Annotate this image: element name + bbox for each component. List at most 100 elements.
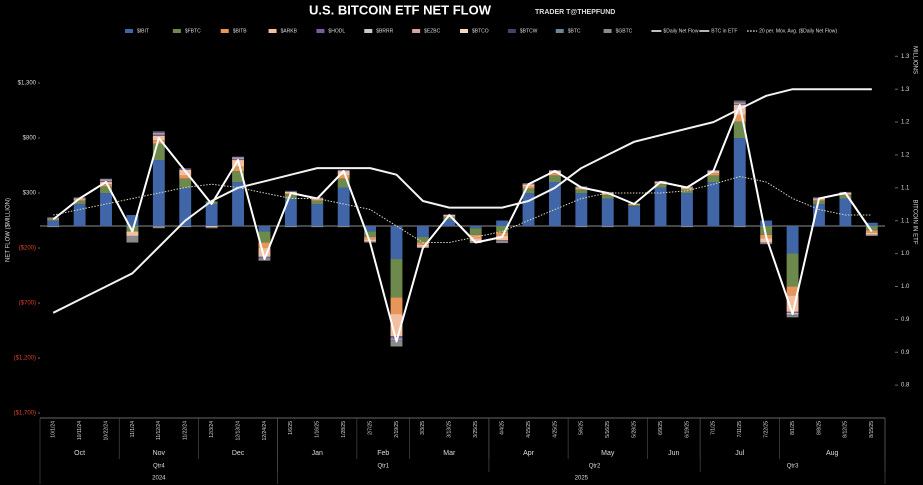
legend-swatch xyxy=(412,29,421,33)
bar xyxy=(100,193,112,227)
bar xyxy=(733,103,746,104)
bar xyxy=(654,184,667,188)
x-group-label: Feb xyxy=(377,450,389,457)
bar xyxy=(628,206,641,227)
legend-label: $ARKB xyxy=(281,28,298,34)
bar xyxy=(152,131,165,133)
bar xyxy=(126,235,139,243)
legend-swatch xyxy=(555,29,564,33)
y-tick-label: ($200) xyxy=(19,246,36,252)
bar xyxy=(100,180,112,181)
y2-tick-label: 1.1 xyxy=(901,218,910,224)
bar xyxy=(786,286,799,296)
x-group-label: 2024 xyxy=(152,476,166,482)
bar xyxy=(47,220,60,227)
line-series xyxy=(53,176,872,243)
bar xyxy=(152,134,165,136)
x-tick-label: 7/11/25 xyxy=(737,421,743,438)
bar xyxy=(337,178,350,188)
bar xyxy=(47,226,60,228)
legend-swatch xyxy=(460,29,468,33)
bar xyxy=(390,314,403,337)
legend-label: $BTCO xyxy=(472,28,489,34)
bar xyxy=(760,243,773,245)
bar xyxy=(654,187,667,227)
bar xyxy=(733,102,746,103)
bar xyxy=(760,220,773,227)
bar xyxy=(100,186,112,194)
bar xyxy=(232,166,244,172)
x-group-label: Nov xyxy=(153,450,166,457)
x-tick-label: 1/6/25 xyxy=(288,421,294,435)
legend-swatch xyxy=(316,29,325,33)
bar xyxy=(601,226,614,228)
bar xyxy=(681,188,693,190)
bar xyxy=(786,295,799,312)
x-group-label: Qtr3 xyxy=(787,464,799,470)
x-tick-label: 12/24/24 xyxy=(262,421,268,441)
line-series xyxy=(52,104,873,343)
x-tick-label: 4/15/25 xyxy=(526,421,532,438)
bar xyxy=(733,100,746,102)
bar xyxy=(575,189,588,194)
bar xyxy=(733,138,746,227)
x-tick-label: 5/28/25 xyxy=(631,421,637,438)
bar xyxy=(601,198,614,227)
bar xyxy=(865,222,878,227)
bar xyxy=(601,194,614,196)
x-group-label: May xyxy=(601,450,615,457)
bar xyxy=(496,232,509,236)
legend-swatch xyxy=(507,29,516,33)
bar xyxy=(100,184,112,187)
bar xyxy=(311,204,324,227)
bar xyxy=(496,220,509,227)
bar xyxy=(575,188,588,190)
legend-swatch xyxy=(220,29,229,33)
legend-swatch xyxy=(172,29,181,33)
x-tick-label: 7/22/25 xyxy=(764,421,770,438)
bar xyxy=(416,244,429,247)
bar xyxy=(232,171,244,183)
bar xyxy=(205,226,218,228)
bar xyxy=(496,226,509,233)
bar xyxy=(100,179,112,180)
bar xyxy=(73,204,86,227)
bar xyxy=(73,200,86,205)
bar xyxy=(152,133,165,135)
bar xyxy=(232,158,244,159)
bar xyxy=(179,168,192,169)
bar xyxy=(179,178,192,188)
bar xyxy=(760,226,773,235)
y2-tick-label: 0.8 xyxy=(901,383,910,389)
x-group-label: Jun xyxy=(668,450,679,457)
bar xyxy=(179,175,192,179)
x-group-label: 2025 xyxy=(575,476,589,482)
x-tick-label: 5/6/25 xyxy=(579,421,585,435)
y2-tick-label: 1.2 xyxy=(901,120,910,126)
bar xyxy=(73,199,86,201)
bar xyxy=(100,179,112,181)
bar xyxy=(179,169,192,176)
x-tick-label: 10/22/24 xyxy=(103,421,109,441)
legend-label: $BRRR xyxy=(376,28,393,34)
legend-label: $BITB xyxy=(233,28,248,34)
bar xyxy=(865,232,878,235)
x-group-label: Dec xyxy=(232,450,245,457)
x-tick-label: 1/16/25 xyxy=(315,421,321,438)
bar xyxy=(390,259,403,298)
bar xyxy=(364,231,377,238)
bar xyxy=(496,240,509,241)
legend-label: $GBTC xyxy=(616,28,633,34)
y2-tick-label: 1.3 xyxy=(901,87,910,93)
x-tick-label: 3/3/25 xyxy=(420,421,426,435)
bar xyxy=(733,102,746,104)
bar xyxy=(205,204,218,227)
bar xyxy=(469,238,482,242)
bar xyxy=(733,114,746,122)
bar xyxy=(786,253,799,287)
y2-tick-label: 1.2 xyxy=(901,153,910,159)
y-tick-label: ($700) xyxy=(19,301,36,307)
x-group-label: Mar xyxy=(443,450,456,457)
